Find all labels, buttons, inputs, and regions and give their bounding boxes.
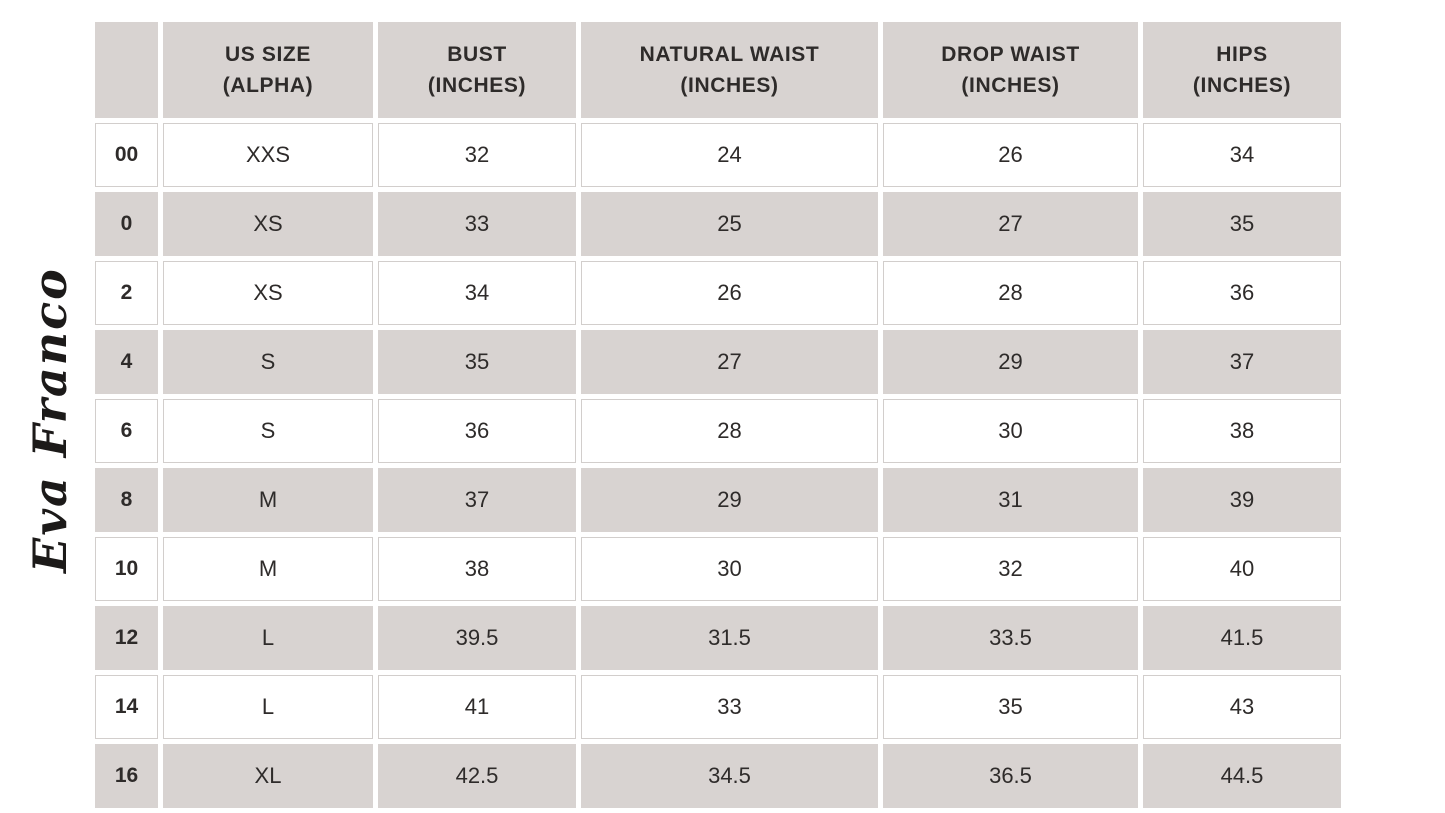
cell-hips: 34 xyxy=(1143,123,1341,187)
column-header-bust-line1: BUST xyxy=(447,42,507,66)
cell-natural-waist: 28 xyxy=(581,399,878,463)
column-header-us-size-alpha-line2: (ALPHA) xyxy=(222,74,314,97)
cell-hips: 38 xyxy=(1143,399,1341,463)
cell-natural-waist: 25 xyxy=(581,192,878,256)
cell-us-size-alpha: S xyxy=(163,330,373,394)
cell-us-size-numeric: 16 xyxy=(95,744,158,808)
cell-drop-waist: 36.5 xyxy=(883,744,1138,808)
cell-drop-waist: 28 xyxy=(883,261,1138,325)
table-row: 2 XS 34 26 28 36 xyxy=(95,261,1341,325)
column-header-natural-waist-line1: NATURAL WAIST xyxy=(639,42,820,66)
cell-natural-waist: 29 xyxy=(581,468,878,532)
cell-bust: 42.5 xyxy=(378,744,576,808)
table-row: 0 XS 33 25 27 35 xyxy=(95,192,1341,256)
cell-hips: 43 xyxy=(1143,675,1341,739)
cell-bust: 37 xyxy=(378,468,576,532)
cell-us-size-alpha: XS xyxy=(163,261,373,325)
column-header-drop-waist-line2: (INCHES) xyxy=(961,74,1060,97)
cell-drop-waist: 30 xyxy=(883,399,1138,463)
cell-natural-waist: 34.5 xyxy=(581,744,878,808)
table-row: 6 S 36 28 30 38 xyxy=(95,399,1341,463)
cell-bust: 38 xyxy=(378,537,576,601)
cell-hips: 44.5 xyxy=(1143,744,1341,808)
cell-us-size-numeric: 4 xyxy=(95,330,158,394)
column-header-bust: BUST (INCHES) xyxy=(378,22,576,118)
brand-logo: Eva Franco xyxy=(23,267,77,573)
table-row: 14 L 41 33 35 43 xyxy=(95,675,1341,739)
table-row: 4 S 35 27 29 37 xyxy=(95,330,1341,394)
cell-bust: 33 xyxy=(378,192,576,256)
cell-drop-waist: 32 xyxy=(883,537,1138,601)
cell-natural-waist: 24 xyxy=(581,123,878,187)
cell-hips: 37 xyxy=(1143,330,1341,394)
column-header-natural-waist-line2: (INCHES) xyxy=(680,74,779,97)
cell-hips: 40 xyxy=(1143,537,1341,601)
column-header-bust-line2: (INCHES) xyxy=(427,74,527,97)
column-header-us-size-alpha: US SIZE (ALPHA) xyxy=(163,22,373,118)
cell-drop-waist: 31 xyxy=(883,468,1138,532)
cell-us-size-numeric: 00 xyxy=(95,123,158,187)
cell-us-size-numeric: 6 xyxy=(95,399,158,463)
column-header-hips-line2: (INCHES) xyxy=(1192,74,1292,97)
cell-us-size-numeric: 0 xyxy=(95,192,158,256)
table-row: 8 M 37 29 31 39 xyxy=(95,468,1341,532)
table-body: 00 XXS 32 24 26 34 0 XS 33 25 27 35 2 XS 34 26 28 36 4 S 35 2… xyxy=(95,123,1341,808)
cell-hips: 36 xyxy=(1143,261,1341,325)
cell-natural-waist: 27 xyxy=(581,330,878,394)
cell-us-size-alpha: L xyxy=(163,606,373,670)
table-header-row: US SIZE (ALPHA) BUST (INCHES) NATURAL WAIST (… xyxy=(95,22,1341,118)
cell-us-size-numeric: 2 xyxy=(95,261,158,325)
cell-drop-waist: 26 xyxy=(883,123,1138,187)
column-header-drop-waist: DROP WAIST (INCHES) xyxy=(883,22,1138,118)
cell-us-size-alpha: M xyxy=(163,468,373,532)
cell-us-size-numeric: 8 xyxy=(95,468,158,532)
column-header-us-size-alpha-line1: US SIZE xyxy=(225,42,311,66)
column-header-hips-line1: HIPS xyxy=(1216,42,1268,66)
cell-natural-waist: 26 xyxy=(581,261,878,325)
size-chart-table: US SIZE (ALPHA) BUST (INCHES) NATURAL WAIST (… xyxy=(90,17,1346,813)
cell-us-size-alpha: XXS xyxy=(163,123,373,187)
table-row: 16 XL 42.5 34.5 36.5 44.5 xyxy=(95,744,1341,808)
column-header-us-size-numeric xyxy=(95,22,158,118)
cell-us-size-alpha: XS xyxy=(163,192,373,256)
cell-hips: 35 xyxy=(1143,192,1341,256)
cell-bust: 39.5 xyxy=(378,606,576,670)
cell-bust: 41 xyxy=(378,675,576,739)
cell-bust: 35 xyxy=(378,330,576,394)
cell-drop-waist: 27 xyxy=(883,192,1138,256)
cell-us-size-alpha: L xyxy=(163,675,373,739)
table-row: 00 XXS 32 24 26 34 xyxy=(95,123,1341,187)
cell-us-size-numeric: 12 xyxy=(95,606,158,670)
cell-us-size-alpha: S xyxy=(163,399,373,463)
cell-natural-waist: 33 xyxy=(581,675,878,739)
cell-bust: 36 xyxy=(378,399,576,463)
cell-us-size-numeric: 10 xyxy=(95,537,158,601)
cell-drop-waist: 29 xyxy=(883,330,1138,394)
cell-drop-waist: 35 xyxy=(883,675,1138,739)
column-header-drop-waist-line1: DROP WAIST xyxy=(941,42,1080,66)
table-row: 10 M 38 30 32 40 xyxy=(95,537,1341,601)
cell-hips: 41.5 xyxy=(1143,606,1341,670)
cell-natural-waist: 31.5 xyxy=(581,606,878,670)
table-row: 12 L 39.5 31.5 33.5 41.5 xyxy=(95,606,1341,670)
table-header: US SIZE (ALPHA) BUST (INCHES) NATURAL WAIST (… xyxy=(95,22,1341,118)
cell-drop-waist: 33.5 xyxy=(883,606,1138,670)
cell-bust: 34 xyxy=(378,261,576,325)
column-header-natural-waist: NATURAL WAIST (INCHES) xyxy=(581,22,878,118)
column-header-hips: HIPS (INCHES) xyxy=(1143,22,1341,118)
cell-us-size-alpha: M xyxy=(163,537,373,601)
cell-bust: 32 xyxy=(378,123,576,187)
cell-us-size-alpha: XL xyxy=(163,744,373,808)
cell-hips: 39 xyxy=(1143,468,1341,532)
cell-us-size-numeric: 14 xyxy=(95,675,158,739)
cell-natural-waist: 30 xyxy=(581,537,878,601)
